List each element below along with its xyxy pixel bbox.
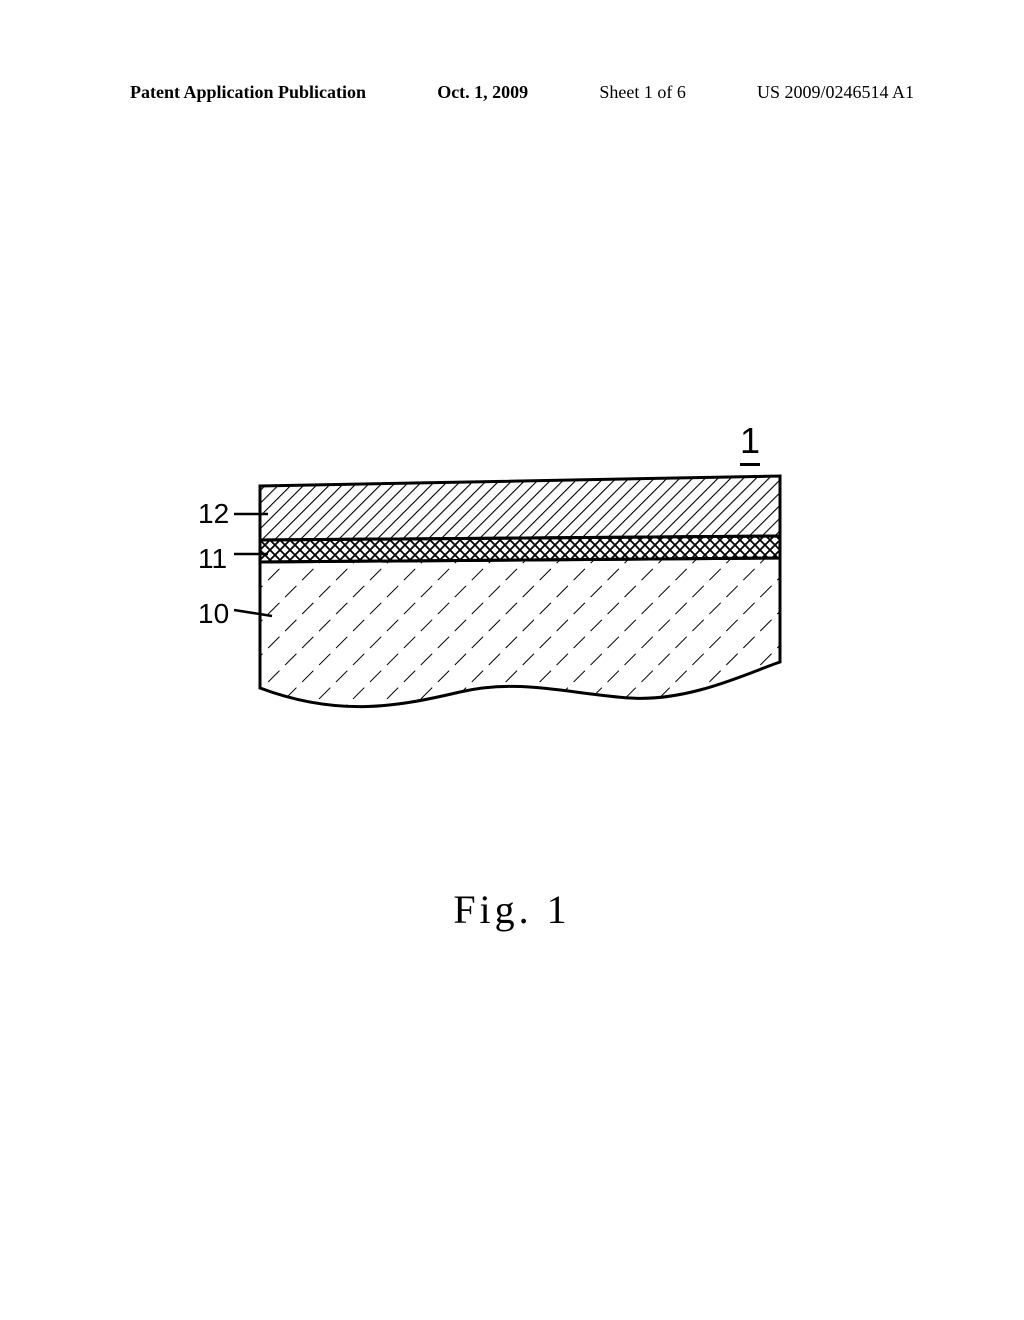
publication-date: Oct. 1, 2009 (437, 82, 528, 103)
application-number: US 2009/0246514 A1 (757, 82, 914, 103)
layer-10-shape (260, 558, 780, 707)
figure-caption: Fig. 1 (0, 886, 1024, 933)
layer-12-shape (260, 476, 780, 540)
sheet-number: Sheet 1 of 6 (599, 82, 685, 103)
figure-1-diagram (190, 420, 850, 720)
page-header: Patent Application Publication Oct. 1, 2… (0, 82, 1024, 103)
publication-label: Patent Application Publication (130, 82, 366, 103)
